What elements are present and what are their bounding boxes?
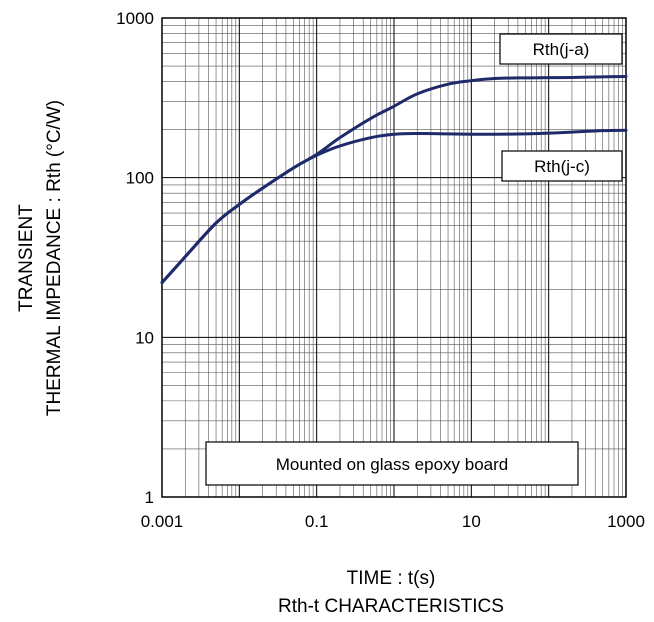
y-axis-title-line2: THERMAL IMPEDANCE : Rth (°C/W): [44, 100, 65, 416]
x-tick-label: 0.1: [305, 512, 329, 531]
x-tick-label: 0.001: [141, 512, 184, 531]
series-label-rth-ja-text: Rth(j-a): [533, 40, 590, 59]
series-label-rth-jc-text: Rth(j-c): [534, 157, 590, 176]
series-line-rth-jc: [160, 128, 628, 285]
x-tick-label: 1000: [607, 512, 645, 531]
y-tick-label: 1000: [116, 9, 154, 28]
chart-title: Rth-t CHARACTERISTICS: [278, 596, 504, 617]
series-label-rth-jc: Rth(j-c): [501, 150, 623, 182]
series-layer: [160, 75, 628, 285]
x-axis-title: TIME : t(s): [347, 568, 436, 589]
series-label-rth-ja: Rth(j-a): [499, 33, 623, 65]
y-axis-title-line1: TRANSIENT: [16, 204, 37, 312]
y-tick-label: 1: [145, 488, 154, 507]
y-tick-label: 10: [135, 328, 154, 347]
x-tick-label: 10: [462, 512, 481, 531]
y-tick-label: 100: [126, 169, 154, 188]
tick-labels: 0.001 0.1 10 1000 1 10 100 1000: [116, 9, 645, 531]
annotation-text: Mounted on glass epoxy board: [276, 455, 509, 474]
plot-frame: [161, 17, 627, 498]
annotation-box: Mounted on glass epoxy board: [205, 441, 579, 486]
